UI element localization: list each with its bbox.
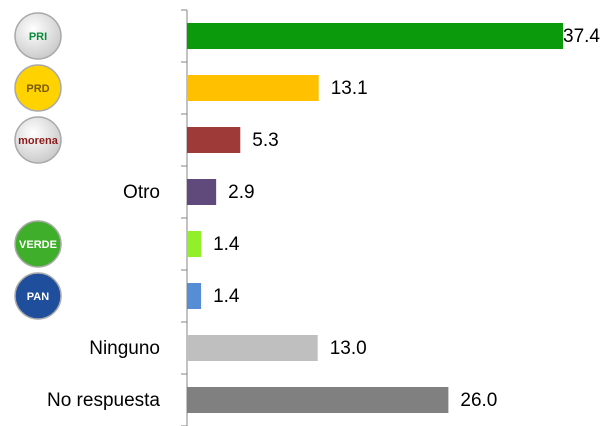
logo-text: PRI <box>29 31 47 43</box>
party-logo: morena <box>14 116 62 164</box>
bar <box>187 23 563 49</box>
bar <box>187 283 202 309</box>
category-label: Ninguno <box>89 338 160 359</box>
logo-text: PRD <box>26 83 49 95</box>
logo-circle <box>14 116 62 164</box>
value-label: 13.1 <box>331 78 368 99</box>
party-logo: PAN <box>14 272 62 320</box>
logo-circle <box>14 220 62 268</box>
logo-circle <box>14 12 62 60</box>
logo-text: PAN <box>27 291 49 303</box>
logo-circle <box>14 272 62 320</box>
value-label: 2.9 <box>228 182 254 203</box>
value-label: 1.4 <box>213 234 240 255</box>
category-label: Otro <box>123 182 160 203</box>
value-label: 5.3 <box>252 130 278 151</box>
bar <box>187 387 449 413</box>
value-label: 26.0 <box>460 390 497 411</box>
value-label: 37.4 <box>563 26 600 47</box>
logo-text: VERDE <box>19 239 57 251</box>
logo-circle <box>14 64 62 112</box>
category-label: No respuesta <box>47 390 160 411</box>
value-label: 1.4 <box>213 286 240 307</box>
bar <box>187 127 241 153</box>
bar <box>187 179 217 205</box>
party-logo: PRD <box>14 64 62 112</box>
value-label: 13.0 <box>330 338 367 359</box>
bar <box>187 231 202 257</box>
logo-text: morena <box>18 135 59 147</box>
party-logo: VERDE <box>14 220 62 268</box>
bar <box>187 335 318 361</box>
party-logo: PRI <box>14 12 62 60</box>
bar <box>187 75 319 101</box>
